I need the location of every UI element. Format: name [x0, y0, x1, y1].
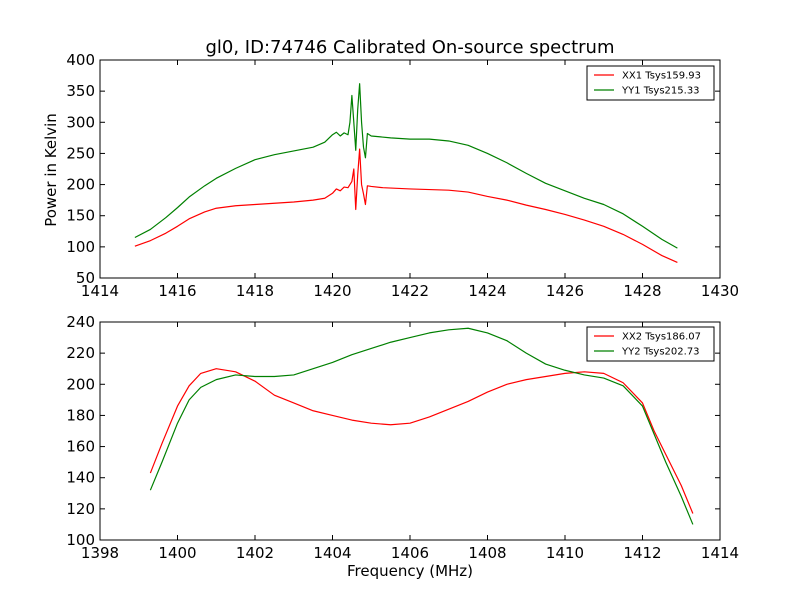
- bottom-chart-plot: 1398 1400 1402 1404 1406 1408 1410 1412 1414 100 1…: [66, 313, 739, 562]
- top-chart-x-tick-label: 1414: [81, 282, 119, 300]
- bottom-chart-legend-label: YY2 Tsys202.73: [621, 347, 700, 358]
- bottom-chart-x-tick-label: 1406: [391, 544, 429, 562]
- top-chart-legend-label: XX1 Tsys159.93: [622, 71, 701, 82]
- bottom-chart-xlabel: Frequency (MHz): [347, 562, 473, 580]
- bottom-chart-y-tick-label: 120: [66, 500, 95, 518]
- bottom-chart-y-tick-label: 240: [66, 313, 95, 331]
- top-chart-x-tick-label: 1422: [391, 282, 429, 300]
- top-chart-x-tick-label: 1430: [701, 282, 739, 300]
- bottom-chart-y-tick-label: 140: [66, 469, 95, 487]
- top-chart-y-tick-label: 100: [66, 238, 95, 256]
- top-chart-y-tick-label: 250: [66, 144, 95, 162]
- bottom-chart-x-tick-label: 1398: [81, 544, 119, 562]
- bottom-chart-x-tick-label: 1412: [623, 544, 661, 562]
- top-chart-plot: 1414 1416 1418 1420 1422 1424 1426 1428 1430 50 10…: [66, 51, 739, 300]
- bottom-chart-x-tick-label: 1410: [546, 544, 584, 562]
- top-chart-x-tick-label: 1428: [623, 282, 661, 300]
- bottom-chart-x-tick-label: 1402: [236, 544, 274, 562]
- bottom-chart-legend: XX2 Tsys186.07 YY2 Tsys202.73: [586, 326, 715, 362]
- top-chart-x-tick-label: 1416: [158, 282, 196, 300]
- bottom-chart-x-tick-label: 1404: [313, 544, 351, 562]
- top-chart-legend: XX1 Tsys159.93 YY1 Tsys215.33: [586, 65, 715, 101]
- top-chart-legend-label: YY1 Tsys215.33: [621, 86, 700, 97]
- bottom-chart-x-tick-label: 1408: [468, 544, 506, 562]
- bottom-chart-legend-box: [586, 326, 715, 362]
- top-chart-x-tick-label: 1418: [236, 282, 274, 300]
- top-chart-x-tick-label: 1420: [313, 282, 351, 300]
- top-chart-x-tick-label: 1424: [468, 282, 506, 300]
- bottom-chart-x-tick-label: 1414: [701, 544, 739, 562]
- top-chart-y-tick-label: 300: [66, 113, 95, 131]
- top-chart-legend-box: [586, 65, 715, 101]
- top-chart-y-tick-label: 50: [76, 269, 95, 287]
- top-chart-series-yy-line: [134, 83, 678, 249]
- bottom-chart-y-tick-label: 180: [66, 406, 95, 424]
- bottom-chart-x-tick-label: 1400: [158, 544, 196, 562]
- bottom-chart-y-tick-label: 160: [66, 438, 95, 456]
- bottom-chart-series-xx-line: [149, 368, 694, 514]
- bottom-chart-y-tick-label: 200: [66, 375, 95, 393]
- top-chart-x-tick-label: 1426: [546, 282, 584, 300]
- bottom-chart-legend-label: XX2 Tsys186.07: [622, 332, 701, 343]
- bottom-chart-y-tick-label: 100: [66, 531, 95, 549]
- top-chart-y-tick-label: 350: [66, 82, 95, 100]
- top-chart-title: gl0, ID:74746 Calibrated On-source spect…: [205, 37, 614, 58]
- bottom-chart-y-tick-label: 220: [66, 344, 95, 362]
- top-chart-ylabel: Power in Kelvin: [42, 113, 60, 227]
- top-chart-series-xx-line: [134, 148, 678, 263]
- top-chart-y-tick-label: 200: [66, 176, 95, 194]
- top-chart-y-tick-label: 150: [66, 207, 95, 225]
- top-chart-y-tick-label: 400: [66, 51, 95, 69]
- bottom-chart-series-yy-line: [149, 327, 694, 525]
